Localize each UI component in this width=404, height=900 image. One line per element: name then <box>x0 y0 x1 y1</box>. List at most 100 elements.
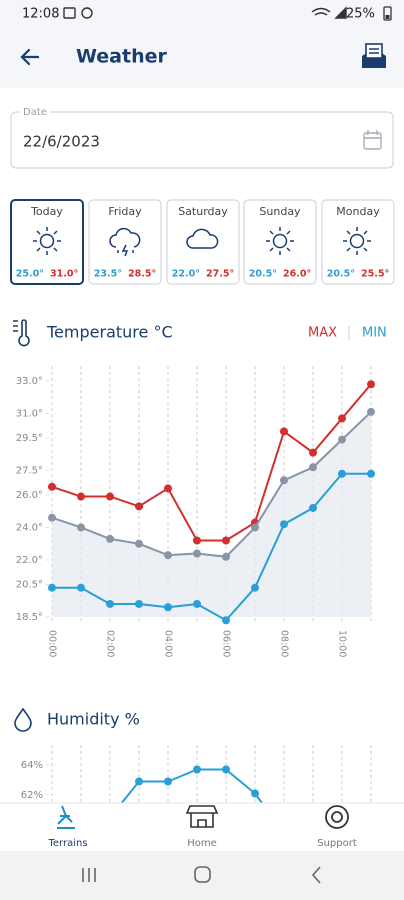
cloud-icon <box>186 228 219 249</box>
charts: 18.5° 20.5° 22.0° 24.0° 26.0° 27.5° 29.5° 31.0°… <box>16 366 375 874</box>
recents-button[interactable] <box>82 868 96 882</box>
day-low: 25.0° <box>16 269 44 280</box>
y-tick-label: 64% <box>21 760 43 771</box>
x-tick-label: 08:00 <box>279 630 290 657</box>
point <box>48 583 56 592</box>
day-name: Sunday <box>259 205 301 218</box>
point <box>338 469 346 478</box>
day-cards: Today 25.0° 31.0° Friday 23.5° 28.5° Saturday 2… <box>10 199 395 285</box>
day-card[interactable] <box>243 199 317 285</box>
home-icon[interactable] <box>185 805 219 828</box>
point <box>106 492 114 501</box>
y-tick-label: 62% <box>21 790 43 801</box>
point <box>164 551 172 560</box>
day-low: 20.5° <box>327 269 355 280</box>
nav-label[interactable]: Terrains <box>47 838 87 849</box>
day-name: Today <box>30 205 63 218</box>
sun-icon <box>343 227 371 255</box>
point <box>280 427 288 436</box>
point <box>135 777 143 786</box>
day-low: 20.5° <box>249 269 277 280</box>
nav-label[interactable]: Support <box>317 838 357 849</box>
home-button[interactable] <box>194 866 211 883</box>
sun-icon <box>266 227 294 255</box>
y-tick-label: 22.0° <box>16 555 43 566</box>
point <box>367 380 375 389</box>
point <box>309 448 317 457</box>
point <box>77 523 85 532</box>
sun-icon <box>33 227 61 255</box>
legend-min: MIN <box>362 326 387 341</box>
point <box>193 536 201 545</box>
day-name: Friday <box>108 205 142 218</box>
day-high: 31.0° <box>50 269 78 280</box>
series-line <box>51 383 372 542</box>
point <box>251 789 259 798</box>
series-line <box>51 411 372 558</box>
point <box>309 463 317 472</box>
y-tick-label: 31.0° <box>16 409 43 420</box>
storm-icon <box>109 227 141 257</box>
point <box>280 520 288 529</box>
point <box>135 539 143 548</box>
back-system-button[interactable] <box>311 866 321 884</box>
point <box>309 503 317 512</box>
y-tick-label: 24.0° <box>16 522 43 533</box>
y-tick-label: 27.5° <box>16 466 43 477</box>
day-low: 22.0° <box>172 269 200 280</box>
terrains-icon[interactable] <box>57 805 75 829</box>
y-tick-label: 26.0° <box>16 490 43 501</box>
x-tick-label: 06:00 <box>221 630 232 657</box>
thermometer-icon <box>13 319 30 347</box>
day-card[interactable] <box>88 199 162 285</box>
status-icons <box>63 6 347 19</box>
point <box>135 502 143 511</box>
day-high: 25.5° <box>361 269 389 280</box>
point <box>280 476 288 485</box>
date-value: 22/6/2023 <box>23 133 100 151</box>
x-tick-label: 00:00 <box>47 630 58 657</box>
day-card[interactable] <box>10 199 84 285</box>
drop-icon <box>14 707 32 732</box>
day-high: 26.0° <box>283 269 311 280</box>
point <box>164 484 172 493</box>
day-low: 23.5° <box>94 269 122 280</box>
point <box>338 414 346 423</box>
day-name: Saturday <box>178 205 228 218</box>
point <box>222 536 230 545</box>
nav-label[interactable]: Home <box>187 838 217 849</box>
date-field[interactable] <box>10 111 394 169</box>
point <box>367 469 375 478</box>
x-tick-label: 04:00 <box>163 630 174 657</box>
report-button[interactable] <box>362 43 386 68</box>
app-bar-bg <box>0 0 404 88</box>
back-button[interactable] <box>20 48 40 66</box>
y-tick-label: 20.5° <box>16 579 43 590</box>
series-line <box>52 472 371 622</box>
point <box>77 492 85 501</box>
status-battery: 25% <box>346 7 375 22</box>
point <box>222 552 230 561</box>
bottom-nav: Terrains Home Support <box>0 802 404 900</box>
point <box>367 407 375 416</box>
calendar-icon[interactable] <box>363 130 382 150</box>
humidity-title: Humidity % <box>47 710 140 729</box>
date-label-bg <box>20 106 50 118</box>
day-card[interactable] <box>166 199 240 285</box>
support-icon[interactable] <box>325 805 349 829</box>
x-tick-label: 02:00 <box>105 630 116 657</box>
point <box>48 513 56 522</box>
y-tick-label: 18.5° <box>16 612 43 623</box>
point <box>251 583 259 592</box>
point <box>251 523 259 532</box>
point <box>135 599 143 608</box>
status-time: 12:08 <box>22 7 59 22</box>
day-card[interactable] <box>321 199 395 285</box>
day-high: 28.5° <box>128 269 156 280</box>
point <box>164 777 172 786</box>
point <box>222 616 230 625</box>
day-high: 27.5° <box>206 269 234 280</box>
battery-icon <box>383 6 392 21</box>
weather-icons <box>33 227 371 257</box>
